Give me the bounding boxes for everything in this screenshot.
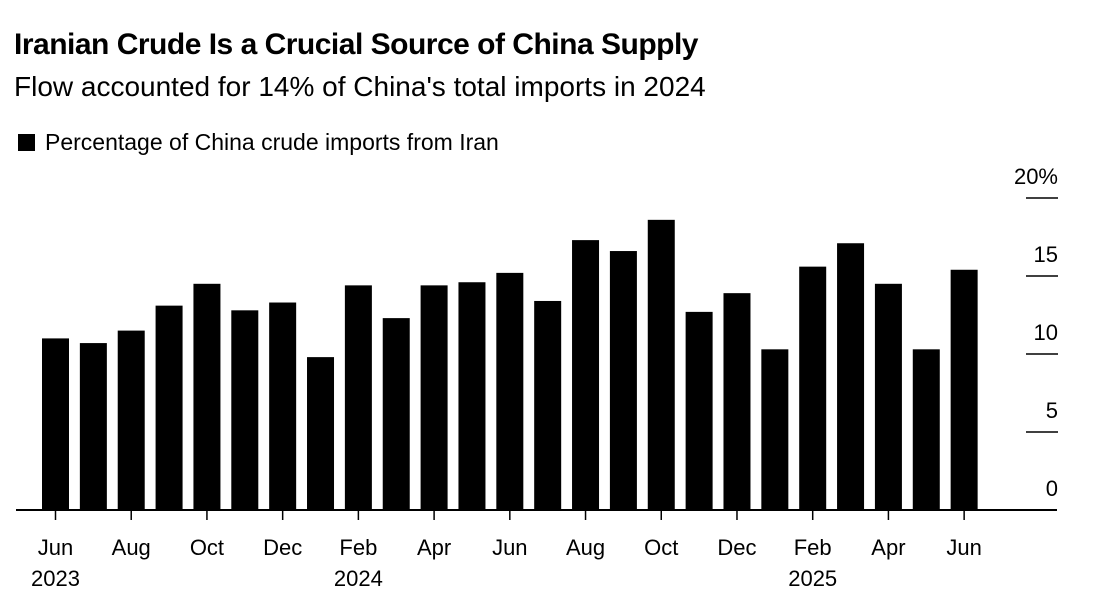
x-tick-year-label: 2024	[334, 566, 383, 591]
bar	[307, 357, 335, 510]
bar	[420, 285, 448, 510]
y-tick-label: 15	[1034, 242, 1058, 267]
x-tick-label: Aug	[566, 535, 605, 560]
x-tick-year-label: 2023	[31, 566, 80, 591]
legend-swatch	[18, 134, 35, 151]
x-axis: Jun 2023 Aug Oct Dec Feb 2024 Apr Jun Aug Oct Dec Fe…	[16, 509, 1057, 591]
bar	[799, 266, 827, 510]
x-tick-label: Feb	[339, 535, 377, 560]
bar	[382, 318, 410, 510]
x-tick-label: Jun	[492, 535, 527, 560]
x-tick-label: Jun	[38, 535, 73, 560]
bar	[231, 310, 259, 510]
chart-title: Iranian Crude Is a Crucial Source of Chi…	[14, 28, 699, 61]
bar	[647, 219, 675, 510]
y-tick-label: 10	[1034, 320, 1058, 345]
bar	[42, 338, 69, 510]
x-tick-year-label: 2025	[788, 566, 837, 591]
x-tick-label: Aug	[112, 535, 151, 560]
bar	[344, 285, 372, 510]
chart-legend: Percentage of China crude imports from I…	[18, 129, 499, 156]
x-tick-label: Oct	[190, 535, 224, 560]
bar	[458, 282, 486, 510]
bar	[572, 240, 600, 510]
y-tick-label: 20%	[1014, 164, 1058, 189]
x-tick-label: Feb	[794, 535, 832, 560]
bar	[496, 272, 524, 510]
bar	[761, 349, 789, 510]
x-tick-label: Dec	[717, 535, 756, 560]
legend-label: Percentage of China crude imports from I…	[45, 129, 499, 155]
bar	[950, 269, 978, 510]
x-tick-label: Dec	[263, 535, 302, 560]
bar	[79, 343, 107, 510]
chart-subtitle: Flow accounted for 14% of China's total …	[14, 71, 706, 102]
bar	[155, 305, 183, 510]
bar	[269, 302, 297, 510]
x-tick-label: Oct	[644, 535, 678, 560]
bar	[609, 251, 637, 511]
x-tick-label: Apr	[871, 535, 905, 560]
bar	[874, 283, 902, 510]
bar	[685, 311, 713, 510]
x-tick-label: Apr	[417, 535, 451, 560]
bar	[193, 283, 221, 510]
bar	[912, 349, 940, 510]
bar	[534, 300, 562, 510]
bar	[117, 330, 145, 510]
y-axis: 0 5 10 15 20%	[1014, 164, 1058, 501]
y-tick-label: 5	[1046, 398, 1058, 423]
bar	[837, 243, 865, 511]
bar	[723, 293, 751, 510]
bars	[42, 219, 978, 511]
y-tick-label: 0	[1046, 476, 1058, 501]
x-tick-label: Jun	[946, 535, 981, 560]
